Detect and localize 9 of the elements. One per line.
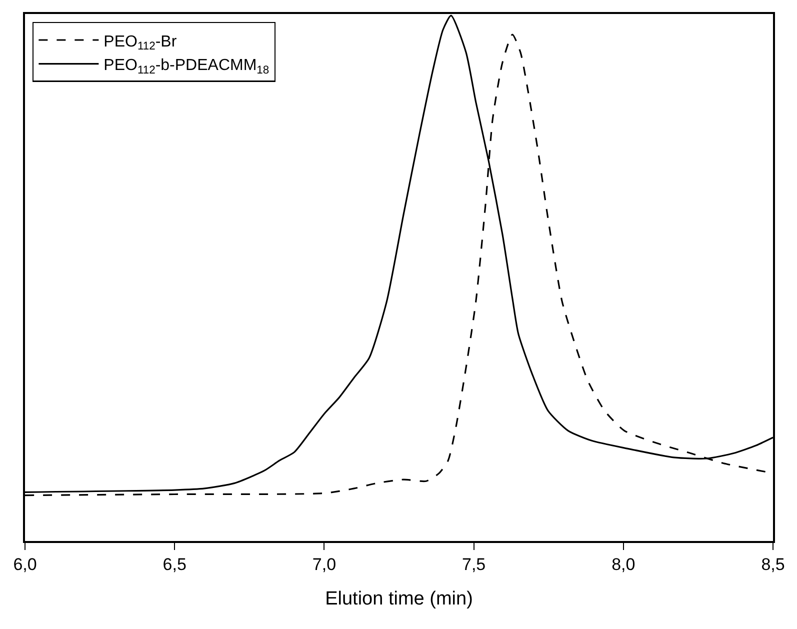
x-axis-title: Elution time (min) [325,588,473,610]
x-tick-label: 8,5 [761,555,785,574]
x-tick-label: 6,0 [13,555,37,574]
legend-label: PEO$_{112}$-b-PDEACMM$_{18}$ [104,57,270,76]
x-tick-label: 8,0 [612,555,636,574]
legend-label: PEO$_{112}$-Br [104,33,178,53]
x-tick-label: 6,5 [162,555,186,574]
x-tick-label: 7,0 [312,555,336,574]
x-tick-label: 7,5 [462,555,486,574]
